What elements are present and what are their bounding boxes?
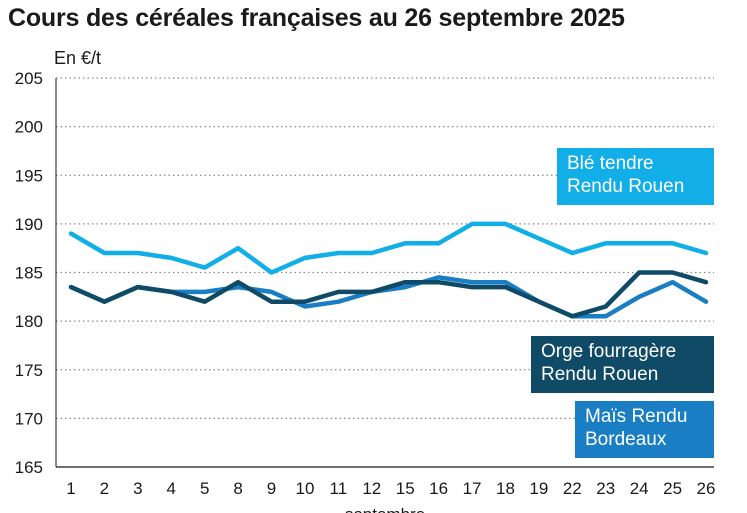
x-tick-label: 24 — [630, 479, 649, 498]
y-tick-label: 180 — [15, 312, 43, 331]
legend-orge-fourragere: Orge fourragère Rendu Rouen — [531, 336, 714, 393]
legend-line-2: Bordeaux — [585, 429, 667, 450]
x-tick-label: 2 — [100, 479, 109, 498]
y-tick-labels: 165 170 175 180 185 190 195 200 205 — [15, 69, 43, 477]
x-tick-label: 16 — [429, 479, 448, 498]
y-tick-label: 200 — [15, 118, 43, 137]
series-line-0 — [68, 221, 709, 275]
x-tick-label: 3 — [133, 479, 142, 498]
legend-ble-tendre: Blé tendre Rendu Rouen — [557, 148, 714, 205]
legend-line-1: Maïs Rendu — [585, 406, 688, 427]
series-line-2 — [68, 275, 709, 319]
x-tick-label: 22 — [563, 479, 582, 498]
x-tick-label: 12 — [362, 479, 381, 498]
y-tick-label: 175 — [15, 361, 43, 380]
x-tick-label: 25 — [663, 479, 682, 498]
legend-line-1: Orge fourragère — [541, 341, 677, 362]
x-tick-label: 4 — [167, 479, 176, 498]
y-axis-unit-label: En €/t — [54, 48, 102, 68]
x-tick-label: 8 — [233, 479, 242, 498]
y-tick-label: 190 — [15, 215, 43, 234]
y-tick-label: 185 — [15, 264, 43, 283]
series-lines — [68, 221, 709, 319]
x-tick-label: 10 — [295, 479, 314, 498]
legend-line-1: Blé tendre — [567, 153, 654, 174]
x-tick-label: 26 — [697, 479, 716, 498]
x-tick-label: 5 — [200, 479, 209, 498]
x-tick-label: 19 — [529, 479, 548, 498]
x-tick-label: 17 — [463, 479, 482, 498]
chart-title: Cours des céréales françaises au 26 sept… — [8, 4, 625, 32]
x-tick-label: 15 — [396, 479, 415, 498]
x-tick-label: 11 — [330, 479, 348, 498]
series-line-1 — [68, 270, 709, 319]
legend-mais: Maïs Rendu Bordeaux — [575, 401, 714, 458]
legend-line-2: Rendu Rouen — [541, 364, 659, 385]
x-axis-label: septembre — [345, 505, 425, 513]
y-tick-label: 165 — [15, 458, 43, 477]
legend-line-2: Rendu Rouen — [567, 176, 685, 197]
x-tick-label: 18 — [496, 479, 515, 498]
x-tick-labels: 1 2 3 4 5 8 9 10 11 12 15 16 17 18 19 22 23 24 25 26 — [66, 479, 715, 498]
y-tick-label: 170 — [15, 409, 43, 428]
grid-lines — [56, 77, 714, 419]
x-tick-label: 1 — [66, 479, 75, 498]
x-tick-label: 23 — [596, 479, 615, 498]
y-tick-label: 205 — [15, 69, 43, 88]
y-tick-label: 195 — [15, 166, 43, 185]
x-tick-label: 9 — [267, 479, 276, 498]
